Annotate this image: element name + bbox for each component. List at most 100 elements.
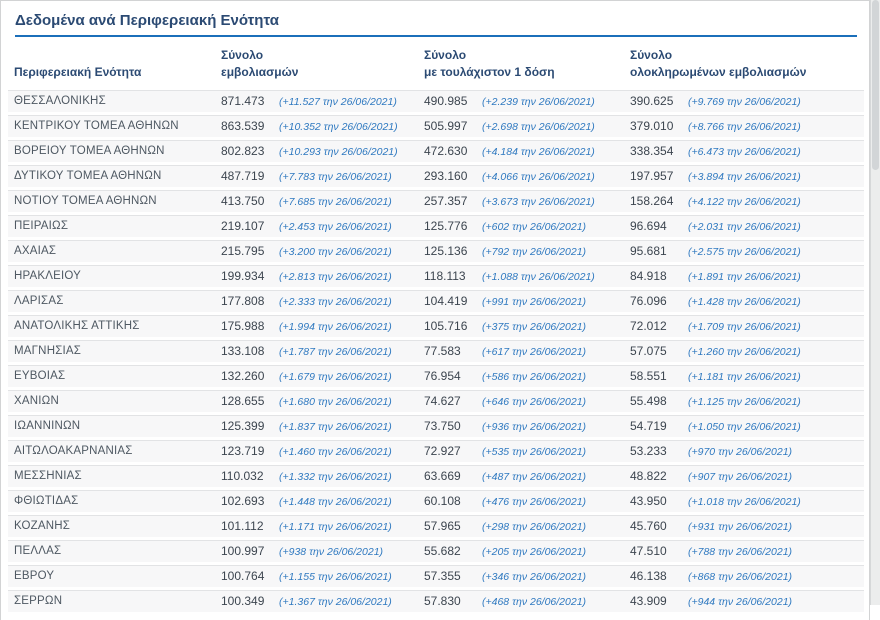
at-least-one-dose-value: 72.927 [424, 444, 461, 459]
at-least-one-dose-value: 57.355 [424, 569, 461, 584]
vertical-scrollbar[interactable] [870, 0, 880, 605]
table-header-row: Περιφερειακή Ενότητα Σύνολο εμβολιασμών … [8, 47, 864, 90]
completed-vaccinations-cell: 55.498 (+1.125 την 26/06/2021) [624, 392, 864, 410]
completed-vaccinations-delta: (+4.122 την 26/06/2021) [688, 196, 801, 209]
table-row: ΣΕΡΡΩΝ 100.349 (+1.367 την 26/06/2021) 57… [8, 589, 864, 612]
completed-vaccinations-cell: 57.075 (+1.260 την 26/06/2021) [624, 342, 864, 360]
column-header-total: Σύνολο εμβολιασμών [215, 47, 418, 90]
region-name: ΔΥΤΙΚΟΥ ΤΟΜΕΑ ΑΘΗΝΩΝ [14, 170, 162, 183]
at-least-one-dose-delta: (+586 την 26/06/2021) [482, 371, 587, 384]
total-vaccinations-value: 863.539 [221, 119, 265, 134]
region-name: ΑΙΤΩΛΟΑΚΑΡΝΑΝΙΑΣ [14, 445, 133, 458]
page-title: Δεδομένα ανά Περιφερειακή Ενότητα [15, 12, 279, 29]
total-vaccinations-delta: (+2.453 την 26/06/2021) [279, 221, 392, 234]
total-vaccinations-value: 123.719 [221, 444, 265, 459]
table-row: ΦΘΙΩΤΙΔΑΣ 102.693 (+1.448 την 26/06/2021)… [8, 489, 864, 512]
completed-vaccinations-cell: 43.909 (+944 την 26/06/2021) [624, 592, 864, 610]
completed-vaccinations-cell: 72.012 (+1.709 την 26/06/2021) [624, 317, 864, 335]
completed-vaccinations-delta: (+868 την 26/06/2021) [688, 571, 793, 584]
completed-vaccinations-value: 53.233 [630, 444, 667, 459]
at-least-one-dose-value: 76.954 [424, 369, 461, 384]
column-header-completed-line1: Σύνολο [630, 48, 673, 62]
table-row: ΘΕΣΣΑΛΟΝΙΚΗΣ 871.473 (+11.527 την 26/06/2… [8, 89, 864, 112]
completed-vaccinations-value: 95.681 [630, 244, 667, 259]
total-vaccinations-value: 219.107 [221, 219, 265, 234]
at-least-one-dose-value: 490.985 [424, 94, 468, 109]
table-row: ΠΕΛΛΑΣ 100.997 (+938 την 26/06/2021) 55.6… [8, 539, 864, 562]
region-name: ΠΕΙΡΑΙΩΣ [14, 220, 69, 233]
total-vaccinations-value: 101.112 [221, 519, 264, 534]
region-name: ΚΕΝΤΡΙΚΟΥ ΤΟΜΕΑ ΑΘΗΝΩΝ [14, 120, 179, 133]
at-least-one-dose-cell: 63.669 (+487 την 26/06/2021) [418, 467, 624, 485]
total-vaccinations-delta: (+1.837 την 26/06/2021) [279, 421, 392, 434]
completed-vaccinations-value: 76.096 [630, 294, 667, 309]
total-vaccinations-delta: (+11.527 την 26/06/2021) [279, 96, 397, 109]
completed-vaccinations-cell: 48.822 (+907 την 26/06/2021) [624, 467, 864, 485]
at-least-one-dose-cell: 55.682 (+205 την 26/06/2021) [418, 542, 624, 560]
at-least-one-dose-value: 74.627 [424, 394, 461, 409]
total-vaccinations-delta: (+938 την 26/06/2021) [279, 546, 384, 559]
table-row: ΜΑΓΝΗΣΙΑΣ 133.108 (+1.787 την 26/06/2021)… [8, 339, 864, 362]
total-vaccinations-cell: 199.934 (+2.813 την 26/06/2021) [215, 267, 418, 285]
total-vaccinations-delta: (+1.679 την 26/06/2021) [279, 371, 392, 384]
at-least-one-dose-cell: 74.627 (+646 την 26/06/2021) [418, 392, 624, 410]
table-row: ΑΧΑΪΑΣ 215.795 (+3.200 την 26/06/2021) 12… [8, 239, 864, 262]
at-least-one-dose-value: 63.669 [424, 469, 461, 484]
table-row: ΗΡΑΚΛΕΙΟΥ 199.934 (+2.813 την 26/06/2021)… [8, 264, 864, 287]
region-name: ΚΟΖΑΝΗΣ [14, 520, 71, 533]
at-least-one-dose-cell: 76.954 (+586 την 26/06/2021) [418, 367, 624, 385]
total-vaccinations-delta: (+1.680 την 26/06/2021) [279, 396, 392, 409]
completed-vaccinations-cell: 158.264 (+4.122 την 26/06/2021) [624, 192, 864, 210]
completed-vaccinations-delta: (+1.260 την 26/06/2021) [688, 346, 801, 359]
completed-vaccinations-value: 96.694 [630, 219, 667, 234]
at-least-one-dose-delta: (+298 την 26/06/2021) [482, 521, 587, 534]
completed-vaccinations-value: 46.138 [630, 569, 667, 584]
total-vaccinations-delta: (+7.783 την 26/06/2021) [279, 171, 392, 184]
completed-vaccinations-delta: (+6.473 την 26/06/2021) [688, 146, 801, 159]
total-vaccinations-delta: (+10.293 την 26/06/2021) [279, 146, 398, 159]
completed-vaccinations-cell: 58.551 (+1.181 την 26/06/2021) [624, 367, 864, 385]
completed-vaccinations-delta: (+3.894 την 26/06/2021) [688, 171, 801, 184]
total-vaccinations-value: 110.032 [221, 469, 264, 484]
region-name: ΝΟΤΙΟΥ ΤΟΜΕΑ ΑΘΗΝΩΝ [14, 195, 157, 208]
total-vaccinations-delta: (+1.332 την 26/06/2021) [279, 471, 392, 484]
completed-vaccinations-value: 390.625 [630, 94, 674, 109]
at-least-one-dose-delta: (+936 την 26/06/2021) [482, 421, 587, 434]
total-vaccinations-value: 102.693 [221, 494, 265, 509]
completed-vaccinations-cell: 379.010 (+8.766 την 26/06/2021) [624, 117, 864, 135]
region-name: ΒΟΡΕΙΟΥ ΤΟΜΕΑ ΑΘΗΝΩΝ [14, 145, 165, 158]
table-row: ΧΑΝΙΩΝ 128.655 (+1.680 την 26/06/2021) 74… [8, 389, 864, 412]
column-header-total-line2: εμβολιασμών [221, 64, 299, 79]
completed-vaccinations-delta: (+1.125 την 26/06/2021) [688, 396, 801, 409]
total-vaccinations-delta: (+1.171 την 26/06/2021) [279, 521, 392, 534]
at-least-one-dose-cell: 293.160 (+4.066 την 26/06/2021) [418, 167, 624, 185]
completed-vaccinations-value: 43.909 [630, 594, 667, 609]
completed-vaccinations-delta: (+788 την 26/06/2021) [688, 546, 793, 559]
table-row: ΒΟΡΕΙΟΥ ΤΟΜΕΑ ΑΘΗΝΩΝ 802.823 (+10.293 την… [8, 139, 864, 162]
at-least-one-dose-cell: 77.583 (+617 την 26/06/2021) [418, 342, 624, 360]
total-vaccinations-value: 802.823 [221, 144, 265, 159]
column-header-completed: Σύνολο ολοκληρωμένων εμβολιασμών [624, 47, 864, 90]
total-vaccinations-delta: (+1.367 την 26/06/2021) [279, 596, 392, 609]
at-least-one-dose-cell: 57.965 (+298 την 26/06/2021) [418, 517, 624, 535]
region-name: ΘΕΣΣΑΛΟΝΙΚΗΣ [14, 95, 106, 108]
total-vaccinations-value: 871.473 [221, 94, 265, 109]
completed-vaccinations-cell: 338.354 (+6.473 την 26/06/2021) [624, 142, 864, 160]
at-least-one-dose-delta: (+792 την 26/06/2021) [482, 246, 587, 259]
table-row: ΛΑΡΙΣΑΣ 177.808 (+2.333 την 26/06/2021) 1… [8, 289, 864, 312]
scrollbar-thumb[interactable] [872, 0, 879, 170]
completed-vaccinations-value: 45.760 [630, 519, 667, 534]
completed-vaccinations-delta: (+8.766 την 26/06/2021) [688, 121, 801, 134]
completed-vaccinations-delta: (+944 την 26/06/2021) [688, 596, 793, 609]
at-least-one-dose-value: 293.160 [424, 169, 468, 184]
completed-vaccinations-value: 48.822 [630, 469, 667, 484]
at-least-one-dose-value: 57.830 [424, 594, 461, 609]
completed-vaccinations-cell: 47.510 (+788 την 26/06/2021) [624, 542, 864, 560]
total-vaccinations-cell: 132.260 (+1.679 την 26/06/2021) [215, 367, 418, 385]
total-vaccinations-cell: 128.655 (+1.680 την 26/06/2021) [215, 392, 418, 410]
total-vaccinations-value: 175.988 [221, 319, 265, 334]
table-row: ΕΥΒΟΙΑΣ 132.260 (+1.679 την 26/06/2021) 7… [8, 364, 864, 387]
at-least-one-dose-cell: 125.136 (+792 την 26/06/2021) [418, 242, 624, 260]
at-least-one-dose-delta: (+535 την 26/06/2021) [482, 446, 587, 459]
total-vaccinations-delta: (+2.813 την 26/06/2021) [279, 271, 392, 284]
